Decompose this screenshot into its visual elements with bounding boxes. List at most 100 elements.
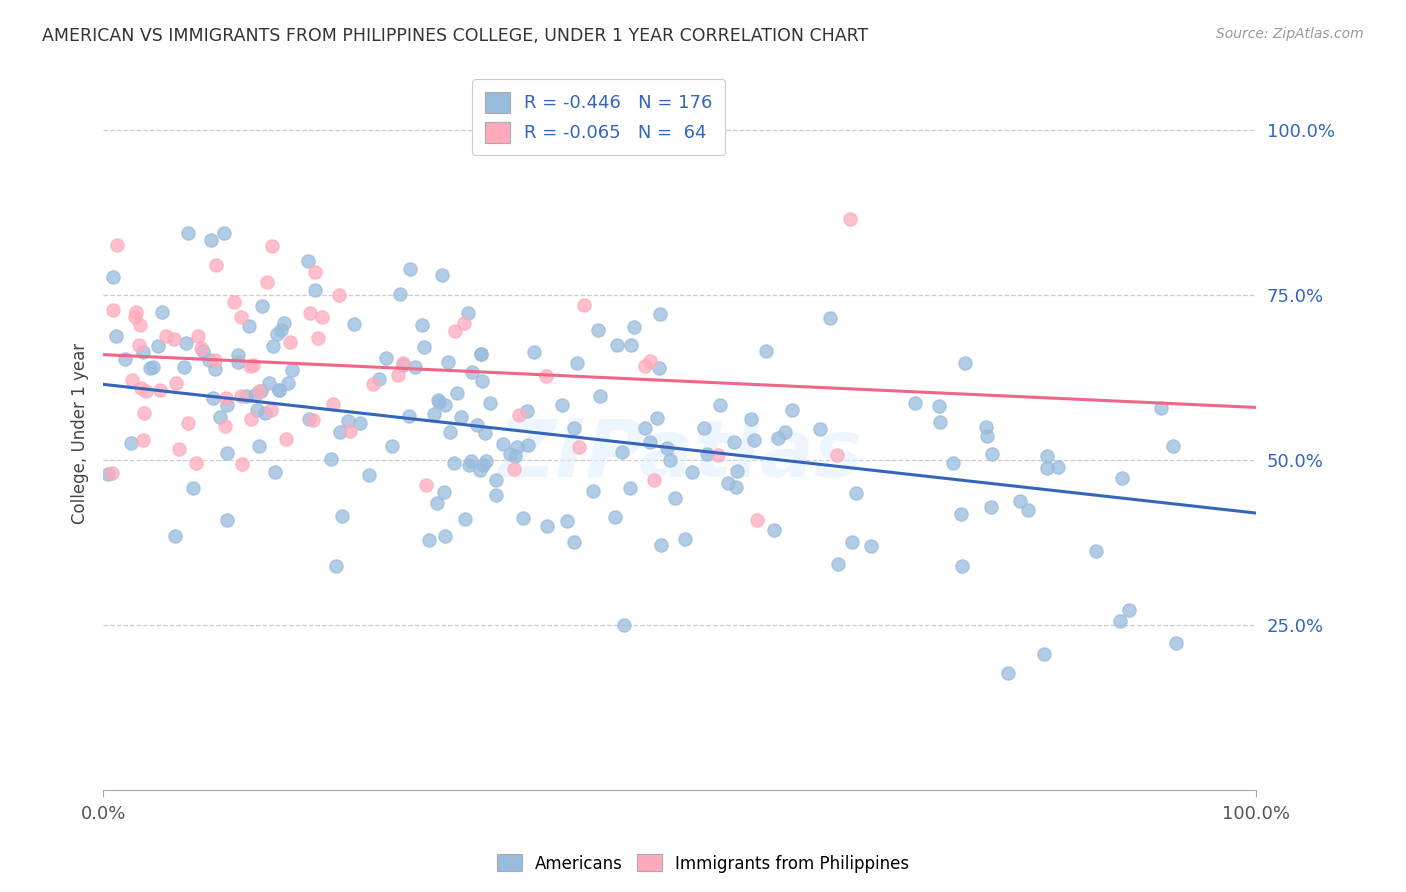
Point — [339, 424, 361, 438]
Point — [226, 348, 249, 362]
Point — [307, 331, 329, 345]
Point — [724, 480, 747, 494]
Point — [299, 306, 322, 320]
Point — [167, 442, 190, 457]
Point — [392, 356, 415, 370]
Point — [398, 409, 420, 423]
Point — [177, 226, 200, 240]
Point — [568, 440, 591, 454]
Point — [240, 412, 263, 426]
Point — [827, 557, 849, 571]
Point — [215, 398, 238, 412]
Point — [1036, 449, 1059, 463]
Point — [191, 343, 214, 358]
Point — [337, 414, 360, 428]
Point — [551, 398, 574, 412]
Point — [239, 359, 262, 374]
Point — [231, 458, 253, 472]
Point — [201, 392, 224, 406]
Point — [904, 396, 927, 410]
Point — [446, 386, 468, 401]
Point — [1109, 614, 1132, 628]
Point — [470, 347, 492, 361]
Point — [470, 347, 492, 361]
Point — [128, 318, 150, 332]
Point — [613, 617, 636, 632]
Point — [120, 436, 142, 450]
Point — [645, 411, 668, 425]
Point — [432, 268, 454, 282]
Point — [342, 317, 364, 331]
Point — [1149, 401, 1171, 416]
Point — [471, 458, 494, 472]
Point — [974, 419, 997, 434]
Point — [976, 429, 998, 443]
Point — [101, 303, 124, 318]
Point — [325, 558, 347, 573]
Point — [124, 310, 146, 324]
Point — [177, 416, 200, 430]
Point — [114, 351, 136, 366]
Point — [502, 462, 524, 476]
Point — [555, 515, 578, 529]
Point — [740, 412, 762, 426]
Point — [709, 397, 731, 411]
Point — [1164, 636, 1187, 650]
Point — [138, 361, 160, 376]
Point — [173, 359, 195, 374]
Point — [391, 359, 413, 373]
Point — [298, 412, 321, 426]
Point — [572, 298, 595, 312]
Point — [657, 441, 679, 455]
Point — [418, 533, 440, 547]
Point — [512, 511, 534, 525]
Point — [860, 539, 883, 553]
Point — [664, 491, 686, 505]
Point — [273, 316, 295, 330]
Point — [254, 406, 277, 420]
Point — [434, 529, 457, 543]
Point — [150, 305, 173, 319]
Point — [745, 513, 768, 527]
Point — [505, 449, 527, 463]
Point — [567, 356, 589, 370]
Point — [949, 508, 972, 522]
Point — [762, 524, 785, 538]
Point — [633, 421, 655, 435]
Point — [980, 500, 1002, 514]
Point — [204, 352, 226, 367]
Point — [623, 319, 645, 334]
Point — [260, 239, 283, 253]
Point — [1163, 439, 1185, 453]
Point — [825, 448, 848, 462]
Point — [388, 287, 411, 301]
Point — [648, 360, 671, 375]
Point — [132, 434, 155, 448]
Point — [475, 454, 498, 468]
Point — [659, 453, 682, 467]
Point — [845, 485, 868, 500]
Point — [387, 368, 409, 382]
Point — [274, 432, 297, 446]
Point — [723, 434, 745, 449]
Point — [247, 438, 270, 452]
Point — [536, 519, 558, 533]
Point — [1033, 648, 1056, 662]
Point — [163, 332, 186, 346]
Point — [508, 408, 530, 422]
Point — [450, 409, 472, 424]
Point — [485, 487, 508, 501]
Point — [246, 403, 269, 417]
Point — [650, 538, 672, 552]
Point — [474, 425, 496, 440]
Point — [330, 509, 353, 524]
Point — [423, 407, 446, 421]
Point — [222, 294, 245, 309]
Point — [235, 389, 257, 403]
Point — [135, 384, 157, 399]
Point — [200, 233, 222, 247]
Point — [214, 418, 236, 433]
Point — [280, 363, 302, 377]
Point — [1017, 503, 1039, 517]
Point — [250, 384, 273, 399]
